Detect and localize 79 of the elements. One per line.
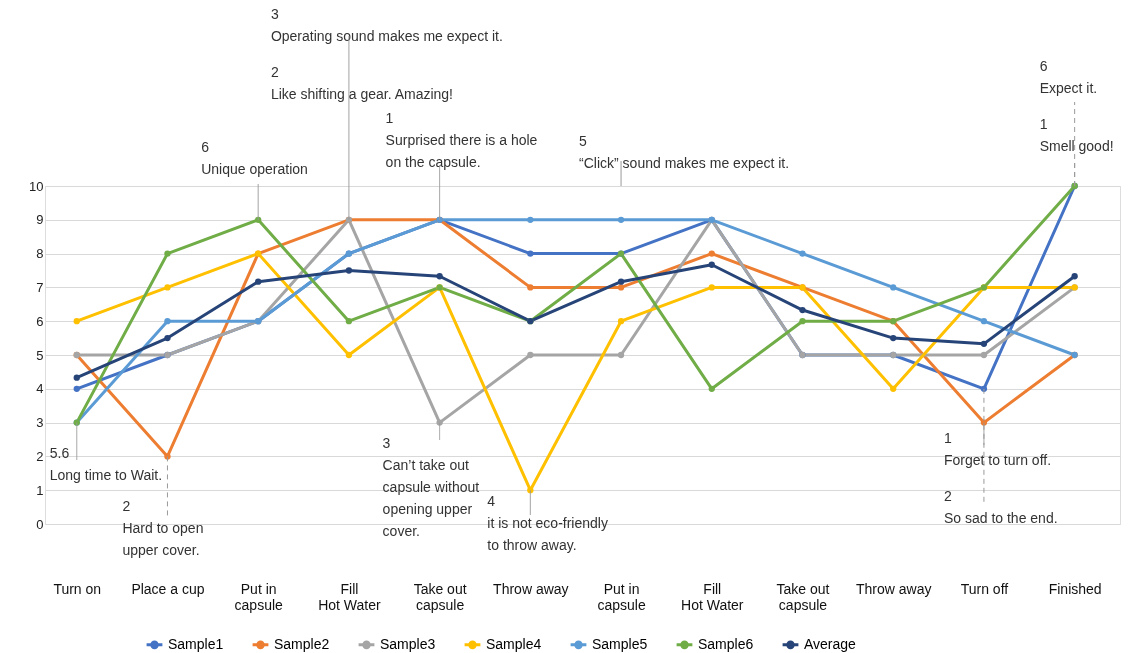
annotation: 3 Operating sound makes me expect it. <box>270 6 503 44</box>
point <box>345 351 353 359</box>
point <box>527 284 534 291</box>
y-tick-label: 2 <box>36 448 44 464</box>
point <box>980 340 988 347</box>
annotation: 2 Hard to open upper cover. <box>122 498 204 558</box>
y-tick-label: 9 <box>36 212 44 228</box>
y-tick-label: 8 <box>36 246 44 262</box>
point <box>799 318 806 325</box>
point <box>890 385 897 392</box>
annotation: 3 Can’t take out capsule without opening upper cover. <box>382 435 480 539</box>
y-tick-label: 5 <box>36 347 44 363</box>
point <box>345 267 353 274</box>
x-tick-label: Put in capsule <box>234 580 284 613</box>
point <box>980 318 988 325</box>
point <box>73 318 80 325</box>
point <box>799 306 806 314</box>
point <box>799 250 806 257</box>
point <box>617 216 625 223</box>
point <box>164 318 171 325</box>
x-tick-label: Turn off <box>960 580 1009 597</box>
x-tick-label: Take out capsule <box>776 580 830 613</box>
point <box>890 284 897 291</box>
legend-label: Sample3 <box>380 635 436 652</box>
annotation: 1 Surprised there is a hole on the capsule. <box>385 110 538 170</box>
x-tick-label: Fill Hot Water <box>681 580 744 613</box>
point <box>164 334 171 342</box>
x-tick-label: Place a cup <box>131 580 205 597</box>
point <box>1071 273 1078 280</box>
point <box>436 419 443 426</box>
point <box>980 351 988 359</box>
y-tick-label: 4 <box>36 381 44 397</box>
annotation: 6 Unique operation <box>201 139 308 177</box>
text: 2 Like shifting a gear. Amazing! <box>270 64 454 102</box>
y-tick-label: 0 <box>36 516 44 532</box>
point <box>527 250 534 257</box>
point <box>164 250 171 257</box>
point <box>436 273 443 280</box>
annotation: 5.6 Long time to Wait. <box>49 445 163 483</box>
x-tick-label: Finished <box>1048 580 1102 597</box>
x-tick-label: Put in capsule <box>597 580 646 613</box>
y-tick-label: 7 <box>36 279 44 295</box>
legend-label: Sample6 <box>698 635 754 652</box>
point <box>708 250 715 257</box>
point <box>617 284 625 291</box>
annotation: 2 So sad to the end. <box>943 488 1058 526</box>
x-tick-label: Throw away <box>855 580 932 597</box>
annotation: 6 Expect it. <box>1039 58 1098 96</box>
y-tick-label: 6 <box>36 313 44 329</box>
x-tick-label: Turn on <box>53 580 102 597</box>
annotation: 4 it is not eco-friendly to throw away. <box>487 493 608 553</box>
x-tick-label: Throw away <box>493 580 569 597</box>
y-tick-label: 1 <box>36 482 44 498</box>
x-tick-label: Take out capsule <box>413 580 467 613</box>
point <box>617 318 625 325</box>
x-tick-label: Fill Hot Water <box>318 580 381 613</box>
text: 5 “Click” sound makes me expect it. <box>579 133 790 171</box>
point <box>164 284 171 291</box>
point <box>617 351 625 359</box>
annotation: 1 Smell good! <box>1039 116 1114 154</box>
point <box>890 334 897 342</box>
annotation: 1 Forget to turn off. <box>943 430 1052 468</box>
point <box>708 284 715 291</box>
point <box>708 385 715 392</box>
point <box>255 278 262 285</box>
point <box>73 374 80 381</box>
legend-label: Sample2 <box>274 635 330 652</box>
legend-label: Sample1 <box>168 635 224 652</box>
legend-label: Sample4 <box>486 635 542 652</box>
point <box>527 216 534 223</box>
point <box>708 261 715 268</box>
y-tick-label: 10 <box>29 178 44 194</box>
point <box>345 318 353 325</box>
legend-label: Sample5 <box>592 635 648 652</box>
legend-label: Average <box>804 635 857 652</box>
point <box>617 278 625 285</box>
point <box>527 351 534 359</box>
y-tick-label: 3 <box>36 415 44 431</box>
point <box>73 385 80 392</box>
